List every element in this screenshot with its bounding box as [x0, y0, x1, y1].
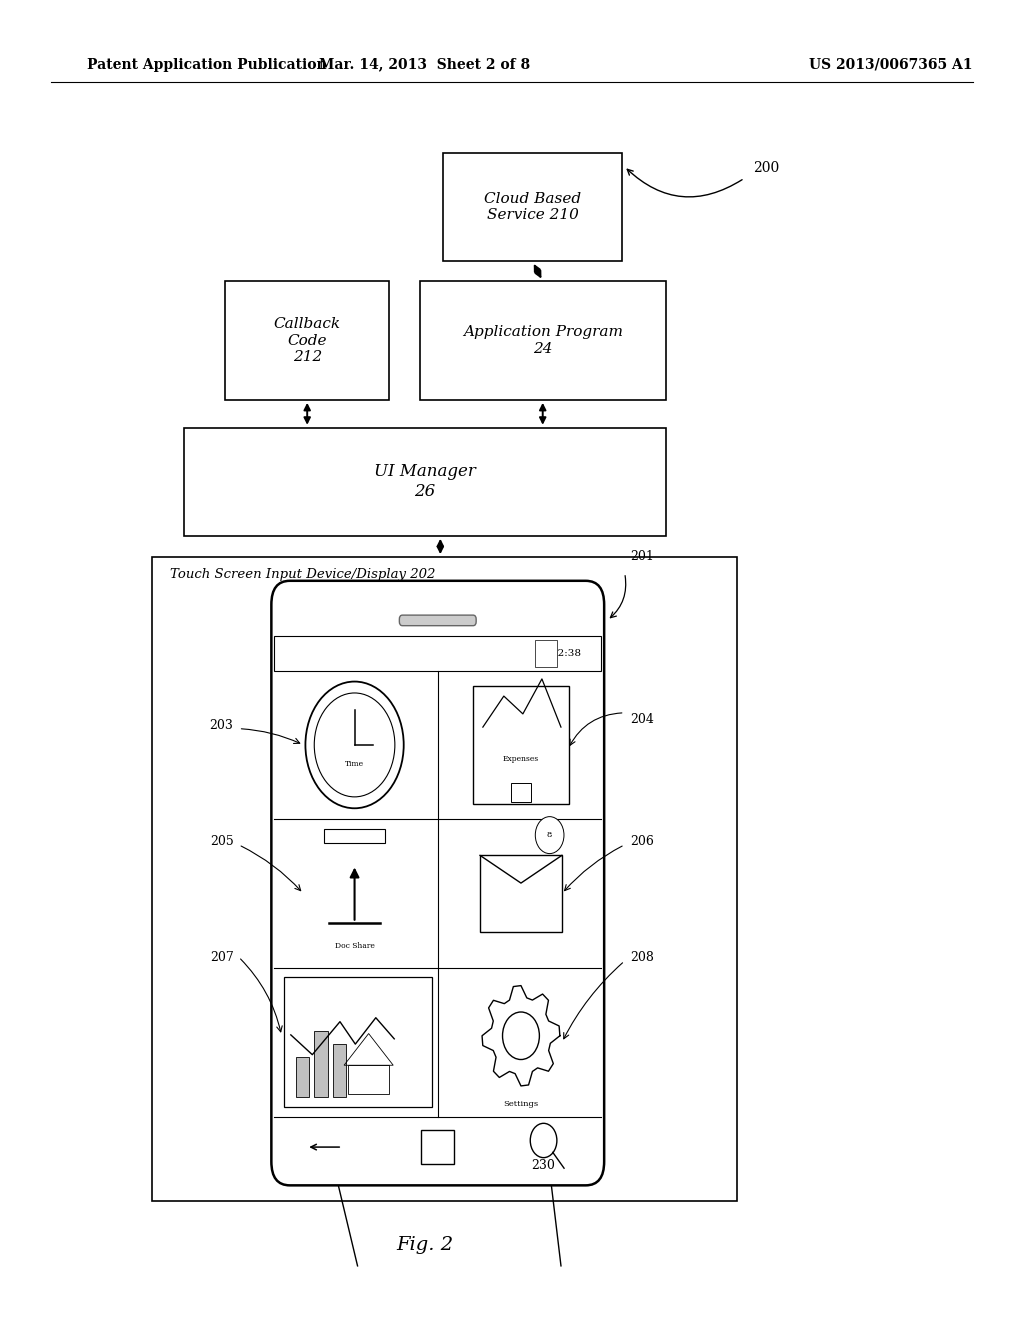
Text: US 2013/0067365 A1: US 2013/0067365 A1: [809, 58, 973, 71]
Text: 201: 201: [630, 549, 653, 562]
Bar: [296, 1057, 309, 1097]
Bar: [274, 636, 601, 671]
Bar: [348, 1065, 389, 1094]
Text: 203: 203: [210, 718, 233, 731]
Text: UI Manager
26: UI Manager 26: [374, 463, 476, 500]
Text: Time: Time: [345, 760, 365, 768]
Text: Touch Screen Input Device/Display 202: Touch Screen Input Device/Display 202: [170, 568, 435, 581]
Bar: [225, 281, 389, 400]
Text: Callback
Code
212: Callback Code 212: [273, 317, 341, 364]
Text: 204: 204: [630, 713, 653, 726]
Text: 206: 206: [630, 834, 653, 847]
Bar: [184, 428, 666, 536]
Text: 230: 230: [530, 1159, 555, 1172]
Text: Application Program
24: Application Program 24: [463, 326, 623, 355]
Bar: [535, 640, 557, 667]
Text: 205: 205: [210, 834, 233, 847]
Bar: [420, 281, 666, 400]
Text: Fig. 2: Fig. 2: [396, 1236, 454, 1254]
Text: Patent Application Publication: Patent Application Publication: [87, 58, 327, 71]
Text: Settings: Settings: [504, 1101, 539, 1109]
Text: 12:38: 12:38: [552, 649, 582, 657]
Text: 200: 200: [753, 161, 779, 174]
Bar: [442, 153, 622, 261]
Bar: [314, 1031, 328, 1097]
Text: Doc Share: Doc Share: [335, 942, 375, 950]
Bar: [152, 557, 737, 1201]
Text: 207: 207: [210, 950, 233, 964]
FancyBboxPatch shape: [271, 581, 604, 1185]
Bar: [333, 1044, 346, 1097]
Text: Expenses: Expenses: [503, 755, 539, 763]
Text: Cloud Based
Service 210: Cloud Based Service 210: [484, 193, 581, 222]
Bar: [511, 784, 531, 803]
Bar: [473, 685, 568, 804]
Text: 8: 8: [547, 832, 552, 840]
Bar: [284, 977, 432, 1107]
Bar: [422, 1130, 455, 1164]
Text: Mar. 14, 2013  Sheet 2 of 8: Mar. 14, 2013 Sheet 2 of 8: [319, 58, 530, 71]
Circle shape: [536, 817, 564, 854]
Bar: [324, 829, 385, 843]
FancyBboxPatch shape: [399, 615, 476, 626]
Bar: [480, 855, 562, 932]
Text: 208: 208: [630, 950, 653, 964]
